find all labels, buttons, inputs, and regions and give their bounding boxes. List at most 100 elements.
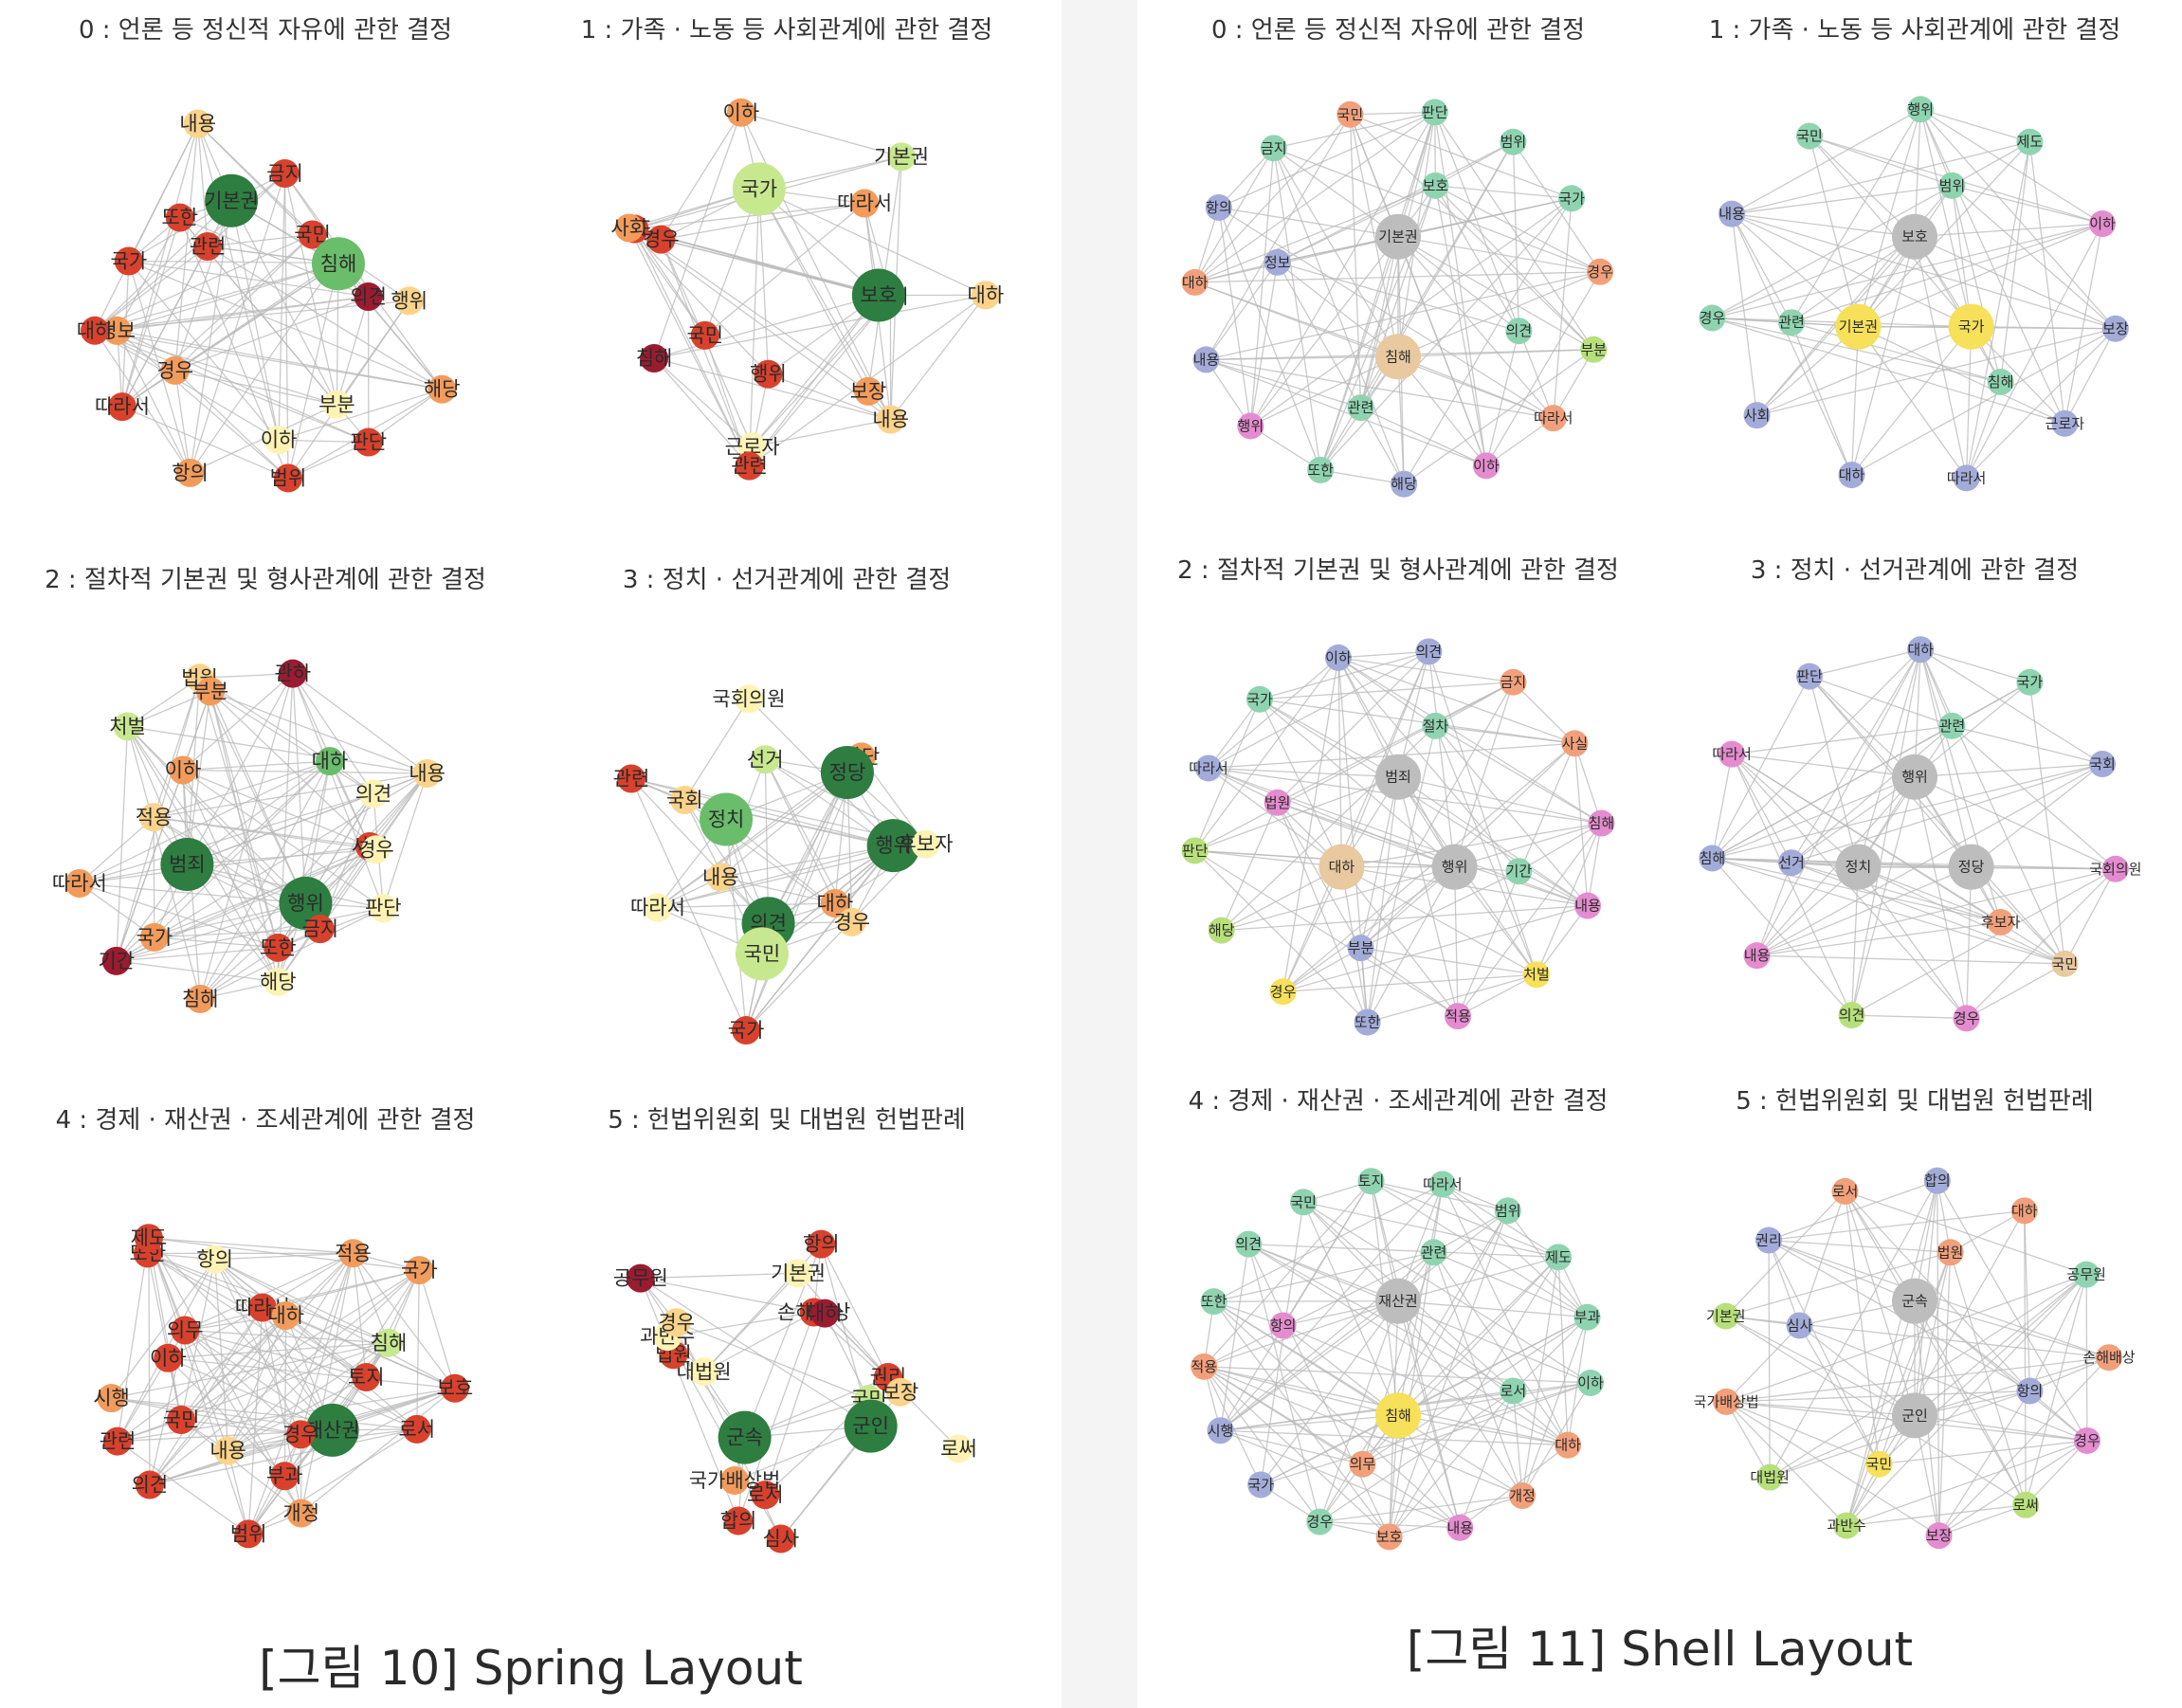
node-circle xyxy=(193,231,223,261)
graph-edge xyxy=(1194,185,1436,283)
node-circle xyxy=(139,803,169,832)
graph-edge xyxy=(1453,681,1515,867)
node-label: 토지 xyxy=(1358,1172,1385,1190)
node-circle xyxy=(1838,1002,1865,1029)
graph-edge xyxy=(628,227,769,375)
node-label: 합의 xyxy=(720,1510,757,1533)
graph-edge xyxy=(1938,1504,2027,1536)
graph-edge xyxy=(1914,763,2103,778)
graph-node: 국민 xyxy=(735,927,789,981)
graph-edge xyxy=(230,200,280,441)
graph-edge xyxy=(1204,1300,1399,1368)
graph-edge xyxy=(1435,725,1602,825)
graph-edge xyxy=(1277,681,1514,804)
graph-node: 경우 xyxy=(357,835,394,864)
graph-edge xyxy=(1457,823,1602,1017)
graph-edge xyxy=(1914,776,2117,870)
node-label: 내용 xyxy=(409,762,445,785)
graph-node: 내용 xyxy=(1192,346,1220,373)
graph-edge xyxy=(1726,1356,2110,1403)
graph-edge xyxy=(227,1450,249,1535)
node-circle xyxy=(735,451,764,481)
node-circle xyxy=(2010,1197,2038,1225)
graph-edge xyxy=(1282,973,1537,992)
graph-edge xyxy=(1791,763,2103,863)
graph-edge xyxy=(640,1278,871,1427)
graph-edge xyxy=(1521,1317,1589,1497)
graph-node: 정치 xyxy=(700,792,754,846)
graph-node: 범위 xyxy=(230,1519,266,1549)
graph-edge xyxy=(1359,236,1399,409)
graph-node: 적용 xyxy=(1191,1353,1218,1380)
panel-title: 0 : 언론 등 정신적 자유에 관한 결정 xyxy=(78,16,453,45)
graph-edge xyxy=(116,902,306,962)
node-label: 의견 xyxy=(1506,322,1533,339)
node-label: 국민 xyxy=(1796,128,1823,145)
node-circle xyxy=(1580,336,1608,363)
node-circle xyxy=(1290,1189,1318,1216)
node-label: 의견 xyxy=(350,285,387,308)
graph-edge xyxy=(1208,657,1339,769)
graph-edge xyxy=(1512,141,1519,332)
figure-caption: [그림 11] Shell Layout xyxy=(1406,1622,1914,1677)
graph-edge xyxy=(148,1237,249,1535)
graph-edge xyxy=(79,816,155,884)
node-circle xyxy=(1712,1302,1739,1330)
graph-edge xyxy=(148,1238,182,1421)
node-label: 로서 xyxy=(1832,1183,1859,1200)
graph-edge xyxy=(227,1269,420,1452)
node-circle xyxy=(154,1343,183,1372)
shell-layout-figure: 0 : 언론 등 정신적 자유에 관한 결정 범위 보호 국가 의견 기본권 침해 경우 관련… xyxy=(1137,0,2182,1708)
graph-edge xyxy=(369,772,428,847)
panel-title: 1 : 가족 · 노동 등 사회관계에 관한 결정 xyxy=(580,16,993,45)
graph-edge xyxy=(209,691,279,982)
node-circle xyxy=(81,316,110,345)
node-circle xyxy=(1577,1369,1605,1396)
graph-edge xyxy=(187,848,376,865)
node-label: 이하 xyxy=(1325,649,1352,666)
graph-edge xyxy=(1302,1201,1399,1302)
graph-node: 범위 xyxy=(1938,172,1966,199)
node-circle xyxy=(1987,908,2014,936)
node-label: 내용 xyxy=(702,865,739,888)
shell-panel-3: 3 : 정치 · 선거관계에 관한 결정 국가 관련 행위 정당 국회 후보자 정치 국회의원… xyxy=(1664,550,2166,1081)
graph-edge xyxy=(1205,262,1279,360)
graph-edge xyxy=(1247,1244,1569,1446)
node-circle xyxy=(1539,405,1567,432)
graph-edge xyxy=(287,441,370,480)
graph-edge xyxy=(284,173,443,391)
graph-node: 후보자 xyxy=(898,829,953,859)
graph-edge xyxy=(117,217,181,332)
node-circle xyxy=(427,374,457,404)
graph-edge xyxy=(1193,699,1261,851)
node-label: 국가배상법 xyxy=(689,1469,781,1492)
graph-edge xyxy=(1205,114,1351,360)
figure-caption: [그림 10] Spring Layout xyxy=(259,1641,803,1696)
graph-edge xyxy=(1731,754,1853,1016)
graph-edge xyxy=(336,300,410,406)
graph-edge xyxy=(368,389,443,444)
graph-edge xyxy=(1218,111,1435,209)
graph-node: 침해 xyxy=(636,343,672,372)
graph-edge xyxy=(128,261,280,441)
node-label: 보호 xyxy=(1901,228,1928,245)
node-label: 국가 xyxy=(136,926,173,949)
node-circle xyxy=(1743,942,1771,970)
graph-edge xyxy=(1442,1183,1588,1318)
node-label: 공무원 xyxy=(2066,1266,2105,1283)
node-circle xyxy=(971,281,1000,310)
graph-node: 선거 xyxy=(747,745,784,774)
node-label: 시행 xyxy=(1208,1422,1234,1439)
graph-node: 따라서 xyxy=(95,392,150,422)
graph-node: 국민 xyxy=(1796,122,1824,150)
graph-edge xyxy=(148,1238,151,1485)
node-circle xyxy=(1718,740,1746,768)
node-label: 국회의원 xyxy=(712,687,785,710)
graph-edge xyxy=(1206,358,1487,466)
graph-edge xyxy=(1725,1401,1939,1536)
graph-node: 재산권 xyxy=(1375,1278,1421,1324)
node-circle xyxy=(1375,754,1421,800)
graph-edge xyxy=(230,200,337,406)
graph-edge xyxy=(2028,141,2066,424)
graph-edge xyxy=(1397,1414,1569,1446)
